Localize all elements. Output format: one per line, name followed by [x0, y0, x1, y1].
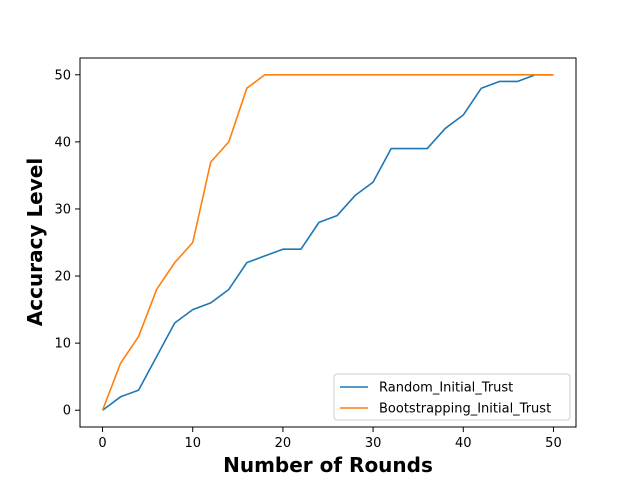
tick-layer: 0 10 20 30 40 50 0 10 20 30 40 50 [54, 68, 561, 451]
plot-frame [79, 57, 577, 428]
plot-area [80, 58, 576, 427]
series-line-2 [101, 73, 554, 411]
x-tick-label: 10 [184, 436, 201, 451]
legend-label: Bootstrapping_Initial_Trust [379, 402, 551, 417]
legend-box [333, 373, 571, 421]
y-tick-label: 0 [63, 404, 71, 419]
legend-label: Random_Initial_Trust [379, 381, 513, 396]
x-tick-label: 0 [98, 436, 106, 451]
x-axis-title: Number of Rounds [223, 453, 433, 477]
series-layer [101, 73, 554, 411]
y-tick-label: 20 [54, 270, 71, 285]
y-tick-label: 30 [54, 202, 71, 217]
y-tick-label: 40 [54, 135, 71, 150]
series-line-1 [102, 73, 554, 411]
y-axis-title: Accuracy Level [23, 158, 47, 326]
x-tick-label: 30 [365, 436, 382, 451]
legend: Random_Initial_Trust Bootstrapping_Initia… [333, 373, 571, 421]
x-tick-label: 20 [275, 436, 292, 451]
x-tick-label: 50 [545, 436, 562, 451]
y-tick-label: 10 [54, 337, 71, 352]
y-tick-label: 50 [54, 68, 71, 83]
x-tick-label: 40 [455, 436, 472, 451]
